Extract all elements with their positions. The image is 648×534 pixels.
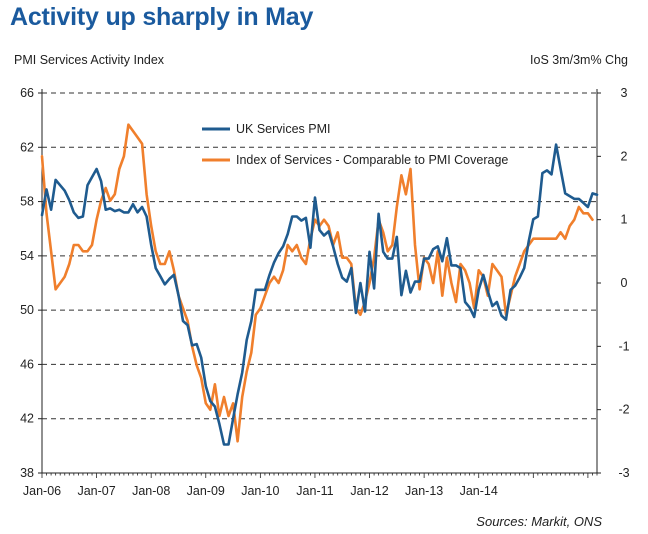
legend-item-ios: Index of Services - Comparable to PMI Co… [202,153,508,167]
right-axis-label: IoS 3m/3m% Chg [530,53,628,67]
left-tick-label: 62 [20,140,34,154]
x-tick-label: Jan-07 [77,484,115,498]
chart-title: Activity up sharply in May [10,3,314,31]
right-tick-label: -1 [618,339,629,353]
legend: UK Services PMI Index of Services - Compa… [202,122,508,167]
x-tick-label: Jan-13 [405,484,443,498]
left-axis-label: PMI Services Activity Index [14,53,165,67]
pmi-series-line [40,143,599,446]
gridlines [42,92,597,420]
right-axis-ticks: -3 -2 -1 0 1 2 3 [597,86,630,480]
right-tick-label: 0 [621,276,628,290]
legend-label: Index of Services - Comparable to PMI Co… [236,153,508,167]
right-tick-label: 2 [621,149,628,163]
x-tick-label: Jan-11 [296,484,333,498]
right-tick-label: -2 [618,403,629,417]
x-axis-ticks: Jan-06 Jan-07 Jan-08 Jan-09 Jan-10 Jan-11 Jan-… [23,473,598,498]
left-tick-label: 46 [20,357,34,371]
left-tick-label: 42 [20,412,34,426]
left-tick-label: 58 [20,195,34,209]
left-axis-ticks: 38 42 46 50 54 58 62 66 [20,86,42,480]
legend-item-pmi: UK Services PMI [202,122,330,136]
series-layer [40,123,599,446]
ios-series-line [40,123,594,443]
left-tick-label: 38 [20,466,34,480]
left-tick-label: 66 [20,86,34,100]
right-tick-label: -3 [618,466,629,480]
x-tick-label: Jan-06 [23,484,61,498]
x-tick-label: Jan-14 [460,484,498,498]
right-tick-label: 3 [621,86,628,100]
x-tick-label: Jan-10 [241,484,279,498]
x-tick-label: Jan-09 [187,484,225,498]
legend-label: UK Services PMI [236,122,330,136]
left-tick-label: 50 [20,303,34,317]
left-tick-label: 54 [20,249,34,263]
x-tick-label: Jan-12 [350,484,388,498]
right-tick-label: 1 [621,213,628,227]
x-tick-label: Jan-08 [132,484,170,498]
source-note: Sources: Markit, ONS [476,514,602,529]
